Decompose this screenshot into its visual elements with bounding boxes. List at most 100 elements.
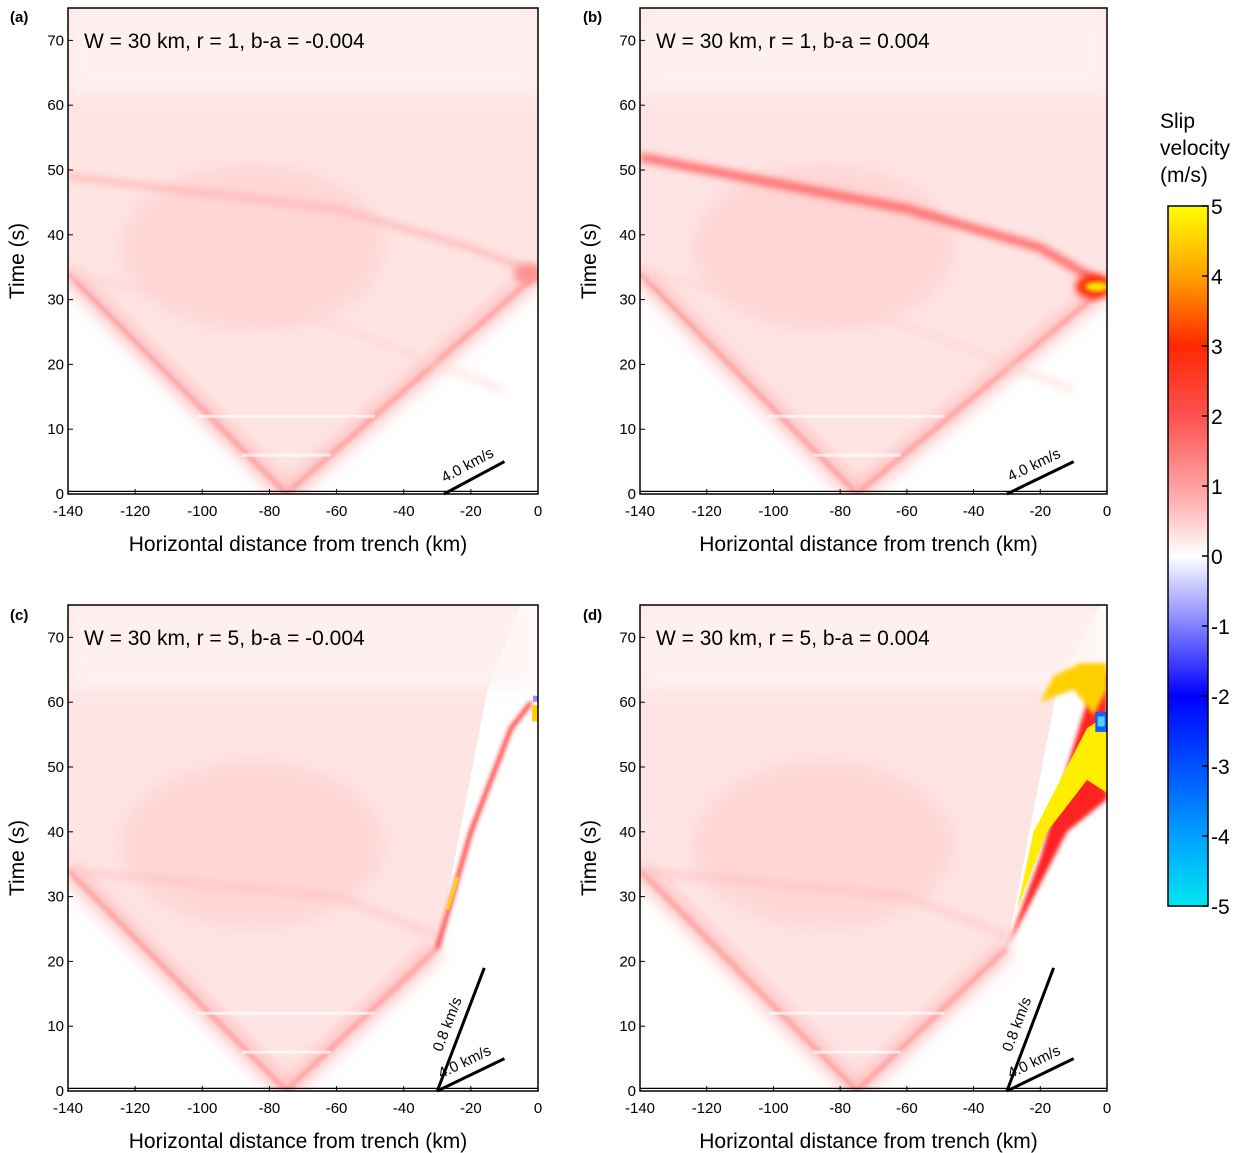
x-tick-label: -60: [326, 503, 348, 520]
shallow-rupture-peak: [1016, 715, 1107, 910]
x-tick-label: -20: [460, 503, 482, 520]
colorbar-gradient: [1167, 205, 1209, 907]
y-tick-label: 10: [47, 421, 64, 438]
trench-slip-peak: [513, 263, 538, 284]
y-tick-label: 40: [47, 227, 64, 244]
y-tick-label: 40: [47, 824, 64, 841]
y-tick-label: 60: [47, 694, 64, 711]
colorbar-tick-label: -2: [1211, 686, 1230, 709]
x-tick-label: -100: [187, 503, 217, 520]
late-time-fade: [68, 605, 538, 690]
slip-velocity-field: [640, 8, 1107, 494]
y-tick-label: 10: [619, 1018, 636, 1035]
y-tick-label: 60: [619, 694, 636, 711]
x-axis-label: Horizontal distance from trench (km): [699, 533, 1037, 556]
y-tick-label: 70: [619, 32, 636, 49]
x-tick-label: -140: [625, 1100, 655, 1117]
panel-title: W = 30 km, r = 1, b-a = -0.004: [84, 30, 365, 53]
x-tick-label: -120: [692, 1100, 722, 1117]
x-tick-label: 0: [534, 503, 542, 520]
x-tick-label: -40: [963, 503, 985, 520]
y-tick-label: 60: [619, 97, 636, 114]
y-tick-label: 70: [47, 32, 64, 49]
central-slip-patch: [692, 762, 955, 928]
secondary-phase: [640, 270, 1075, 394]
central-slip-patch: [121, 762, 385, 928]
y-tick-label: 50: [47, 162, 64, 179]
velocity-line-0: [435, 967, 486, 1092]
x-tick-label: -80: [829, 1100, 851, 1117]
y-tick-label: 60: [47, 97, 64, 114]
plot-frame: [67, 604, 539, 1092]
y-axis-label: Time (s): [6, 223, 29, 299]
x-tick-label: -20: [460, 1100, 482, 1117]
x-tick-label: -100: [758, 1100, 788, 1117]
rupture-front: [68, 869, 439, 1091]
y-tick-label: 0: [56, 486, 64, 503]
panel-label: (c): [10, 607, 28, 624]
x-tick-label: -40: [963, 1100, 985, 1117]
x-tick-label: -140: [625, 503, 655, 520]
plot-frame: [67, 7, 539, 495]
panel-label: (b): [583, 9, 602, 26]
late-time-fade: [640, 605, 1107, 690]
x-tick-label: -80: [259, 1100, 281, 1117]
slip-velocity-field: [68, 605, 538, 1091]
panel-a: 4.0 km/s-140 -120 -100 -80 -60 -40 -20 00102030…: [6, 7, 542, 556]
y-tick-label: 0: [628, 486, 636, 503]
x-tick-label: -60: [896, 1100, 918, 1117]
x-tick-label: -20: [1029, 503, 1051, 520]
colorbar-title-line-1: Slip: [1160, 110, 1195, 133]
x-tick-label: -120: [120, 1100, 150, 1117]
colorbar-tick-label: 3: [1211, 336, 1223, 359]
panel-title: W = 30 km, r = 5, b-a = -0.004: [84, 627, 365, 650]
trench-slip-max: [1084, 281, 1107, 292]
y-tick-label: 70: [619, 629, 636, 646]
y-tick-label: 40: [619, 227, 636, 244]
trench-slip-negative: [532, 695, 538, 702]
colorbar: Slip velocity (m/s) 5 4 3 2 1 0 -1 -2 -3 -4 -5: [1160, 110, 1231, 919]
y-tick-label: 10: [619, 421, 636, 438]
colorbar-tick-label: 0: [1211, 546, 1223, 569]
slip-velocity-field: [640, 605, 1107, 1091]
x-tick-label: -120: [692, 503, 722, 520]
panel-label: (d): [583, 607, 602, 624]
x-tick-label: -100: [187, 1100, 217, 1117]
y-tick-label: 10: [47, 1018, 64, 1035]
x-tick-label: -80: [259, 503, 281, 520]
reflected-phase: [68, 867, 439, 939]
secondary-phase: [68, 270, 506, 394]
y-axis-label: Time (s): [578, 223, 601, 299]
x-tick-label: 0: [1103, 1100, 1111, 1117]
rupture-front: [640, 272, 1107, 494]
reflected-phase: [640, 867, 1008, 939]
x-tick-label: 0: [534, 1100, 542, 1117]
panel-label: (a): [10, 9, 28, 26]
rupture-front: [640, 869, 1009, 1091]
plot-frame: [639, 604, 1108, 1092]
colorbar-tick-label: 1: [1211, 476, 1223, 499]
x-axis-label: Horizontal distance from trench (km): [129, 533, 467, 556]
late-time-fade: [640, 8, 1107, 93]
x-tick-label: -60: [326, 1100, 348, 1117]
x-tick-label: -20: [1029, 1100, 1051, 1117]
x-tick-label: -80: [829, 503, 851, 520]
plot-frame: [639, 7, 1108, 495]
y-tick-label: 50: [619, 759, 636, 776]
panel-title: W = 30 km, r = 1, b-a = 0.004: [656, 30, 930, 53]
colorbar-tick-label: -3: [1211, 756, 1230, 779]
x-tick-label: -140: [53, 1100, 83, 1117]
y-tick-label: 20: [619, 356, 636, 373]
y-tick-label: 50: [619, 162, 636, 179]
y-tick-label: 0: [628, 1083, 636, 1100]
trench-slip-max-upper: [1040, 663, 1107, 716]
y-tick-label: 0: [56, 1083, 64, 1100]
x-tick-label: -60: [896, 503, 918, 520]
panel-title: W = 30 km, r = 5, b-a = 0.004: [656, 627, 930, 650]
reflected-phase: [68, 174, 538, 277]
y-tick-label: 20: [47, 953, 64, 970]
velocity-line-0: [1005, 967, 1056, 1092]
trench-slip-max: [531, 705, 538, 722]
x-tick-label: 0: [1103, 503, 1111, 520]
